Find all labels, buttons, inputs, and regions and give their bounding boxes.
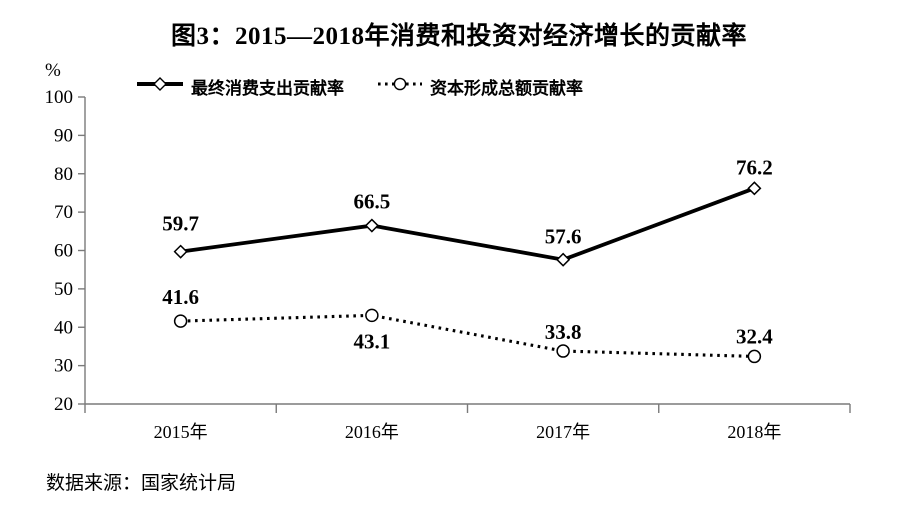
- svg-text:70: 70: [54, 202, 73, 223]
- chart-title: 图3：2015—2018年消费和投资对经济增长的贡献率: [170, 23, 747, 50]
- y-axis-unit-label: %: [45, 60, 61, 81]
- svg-text:66.5: 66.5: [354, 190, 391, 214]
- svg-text:50: 50: [54, 279, 73, 300]
- svg-text:32.4: 32.4: [736, 324, 773, 348]
- svg-text:33.8: 33.8: [545, 320, 582, 344]
- legend: 最终消费支出贡献率 资本形成总额贡献率: [137, 74, 583, 99]
- svg-text:90: 90: [54, 125, 73, 146]
- svg-text:43.1: 43.1: [354, 329, 391, 353]
- svg-text:100: 100: [45, 87, 74, 108]
- svg-text:2018年: 2018年: [727, 422, 781, 442]
- svg-text:57.6: 57.6: [545, 225, 582, 249]
- svg-text:2015年: 2015年: [154, 422, 208, 442]
- svg-text:60: 60: [54, 241, 73, 262]
- legend-item-capital: 资本形成总额贡献率: [378, 74, 583, 99]
- svg-text:40: 40: [54, 317, 73, 338]
- source-note: 数据来源：国家统计局: [46, 473, 237, 494]
- legend-label-consumption: 最终消费支出贡献率: [191, 79, 344, 98]
- svg-text:2016年: 2016年: [345, 422, 399, 442]
- solid-diamond-line-icon: [137, 76, 183, 97]
- svg-text:59.7: 59.7: [162, 212, 199, 236]
- svg-text:80: 80: [54, 164, 73, 185]
- legend-label-capital: 资本形成总额贡献率: [430, 79, 583, 98]
- svg-text:20: 20: [54, 394, 73, 415]
- svg-text:41.6: 41.6: [162, 285, 199, 309]
- svg-text:76.2: 76.2: [736, 155, 773, 179]
- svg-text:2017年: 2017年: [536, 422, 590, 442]
- svg-text:30: 30: [54, 356, 73, 377]
- legend-item-consumption: 最终消费支出贡献率: [137, 74, 344, 99]
- dotted-circle-line-icon: [378, 76, 422, 97]
